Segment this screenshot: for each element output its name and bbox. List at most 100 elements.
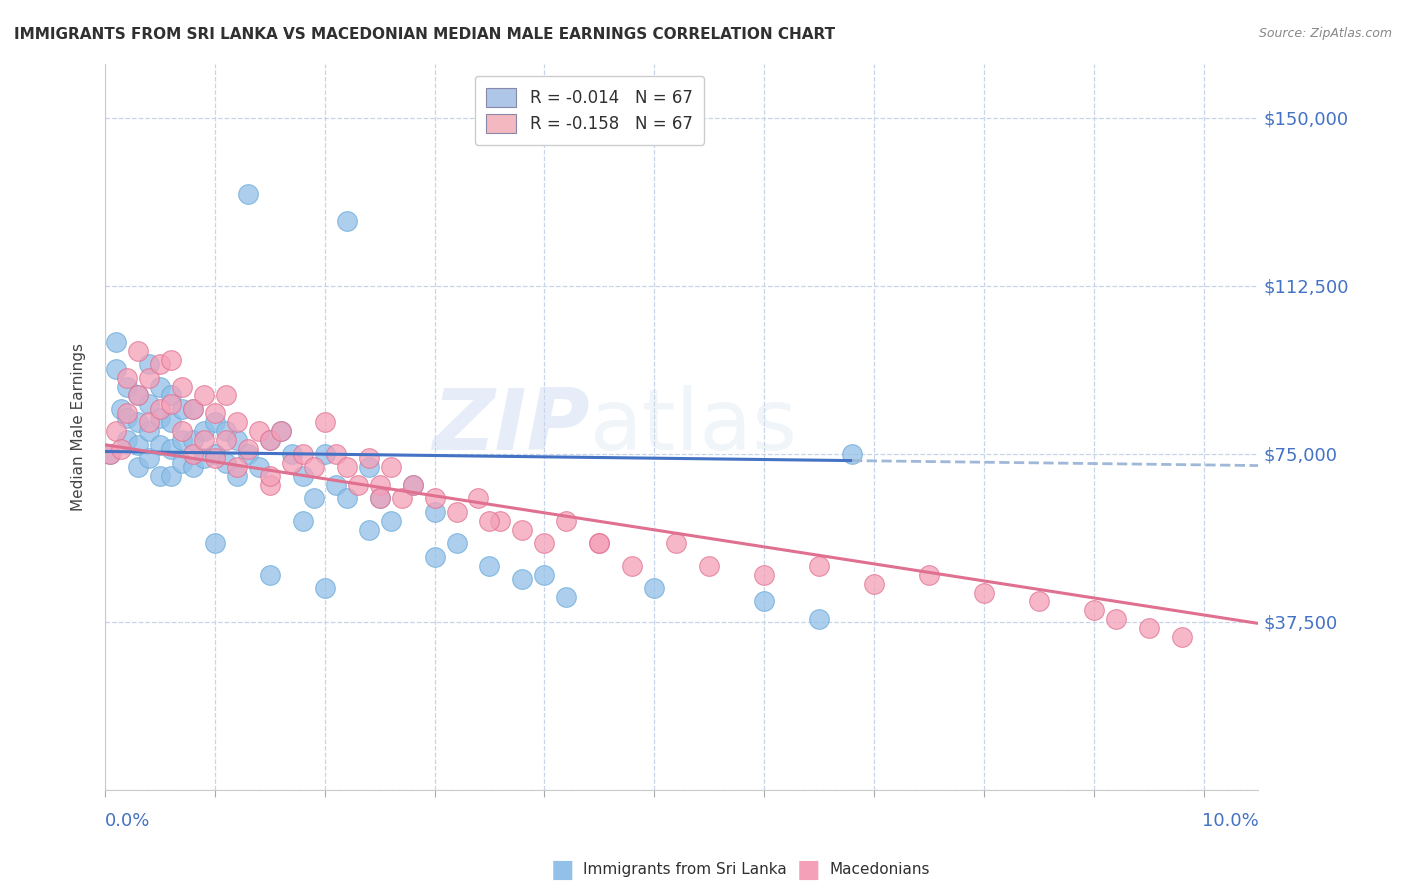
Point — [346, 478, 368, 492]
Point — [115, 370, 138, 384]
Point — [973, 585, 995, 599]
Point — [918, 567, 941, 582]
Point — [225, 434, 247, 448]
Point — [104, 334, 127, 349]
Point — [555, 514, 578, 528]
Point — [336, 491, 359, 506]
Text: Source: ZipAtlas.com: Source: ZipAtlas.com — [1258, 27, 1392, 40]
Text: atlas: atlas — [589, 385, 797, 468]
Point — [478, 558, 501, 573]
Point — [149, 438, 172, 452]
Point — [104, 361, 127, 376]
Point — [170, 425, 193, 439]
Point — [204, 447, 226, 461]
Point — [170, 434, 193, 448]
Point — [149, 357, 172, 371]
Point — [325, 478, 347, 492]
Point — [368, 491, 391, 506]
Legend: R = -0.014   N = 67, R = -0.158   N = 67: R = -0.014 N = 67, R = -0.158 N = 67 — [475, 76, 704, 145]
Point — [204, 451, 226, 466]
Point — [841, 447, 863, 461]
Point — [100, 447, 122, 461]
Point — [368, 478, 391, 492]
Point — [423, 505, 446, 519]
Point — [193, 451, 215, 466]
Point — [512, 523, 534, 537]
Point — [215, 388, 238, 402]
Point — [314, 415, 336, 429]
Point — [446, 536, 468, 550]
Point — [1104, 612, 1126, 626]
Point — [138, 370, 160, 384]
Point — [259, 567, 281, 582]
Point — [225, 415, 247, 429]
Point — [170, 456, 193, 470]
Point — [110, 401, 132, 416]
Point — [193, 434, 215, 448]
Text: Macedonians: Macedonians — [830, 863, 929, 877]
Point — [291, 447, 314, 461]
Point — [1170, 630, 1192, 644]
Point — [225, 469, 247, 483]
Point — [110, 442, 132, 457]
Point — [138, 357, 160, 371]
Point — [181, 460, 204, 475]
Point — [588, 536, 610, 550]
Point — [291, 469, 314, 483]
Point — [225, 460, 247, 475]
Point — [752, 567, 775, 582]
Point — [401, 478, 423, 492]
Point — [127, 388, 149, 402]
Point — [259, 434, 281, 448]
Point — [181, 434, 204, 448]
Y-axis label: Median Male Earnings: Median Male Earnings — [72, 343, 86, 511]
Point — [160, 388, 183, 402]
Point — [423, 549, 446, 564]
Point — [160, 415, 183, 429]
Point — [204, 536, 226, 550]
Text: Immigrants from Sri Lanka: Immigrants from Sri Lanka — [583, 863, 787, 877]
Point — [127, 343, 149, 358]
Point — [149, 379, 172, 393]
Point — [478, 514, 501, 528]
Point — [336, 214, 359, 228]
Point — [401, 478, 423, 492]
Point — [259, 434, 281, 448]
Point — [236, 442, 259, 457]
Point — [643, 581, 665, 595]
Point — [270, 425, 292, 439]
Point — [621, 558, 644, 573]
Point — [533, 536, 555, 550]
Point — [380, 514, 402, 528]
Point — [380, 460, 402, 475]
Point — [555, 590, 578, 604]
Point — [357, 523, 380, 537]
Point — [215, 456, 238, 470]
Text: ZIP: ZIP — [432, 385, 589, 468]
Point — [280, 456, 302, 470]
Point — [446, 505, 468, 519]
Point — [181, 401, 204, 416]
Point — [259, 469, 281, 483]
Point — [291, 514, 314, 528]
Point — [181, 401, 204, 416]
Text: 10.0%: 10.0% — [1202, 812, 1258, 830]
Point — [170, 401, 193, 416]
Point — [160, 397, 183, 411]
Point — [588, 536, 610, 550]
Point — [138, 425, 160, 439]
Point — [215, 425, 238, 439]
Point — [138, 415, 160, 429]
Point — [149, 469, 172, 483]
Point — [314, 447, 336, 461]
Point — [1083, 603, 1105, 617]
Point — [808, 612, 831, 626]
Text: ■: ■ — [551, 858, 574, 881]
Text: IMMIGRANTS FROM SRI LANKA VS MACEDONIAN MEDIAN MALE EARNINGS CORRELATION CHART: IMMIGRANTS FROM SRI LANKA VS MACEDONIAN … — [14, 27, 835, 42]
Point — [138, 397, 160, 411]
Point — [115, 434, 138, 448]
Point — [149, 401, 172, 416]
Point — [127, 460, 149, 475]
Point — [1137, 621, 1160, 635]
Point — [100, 447, 122, 461]
